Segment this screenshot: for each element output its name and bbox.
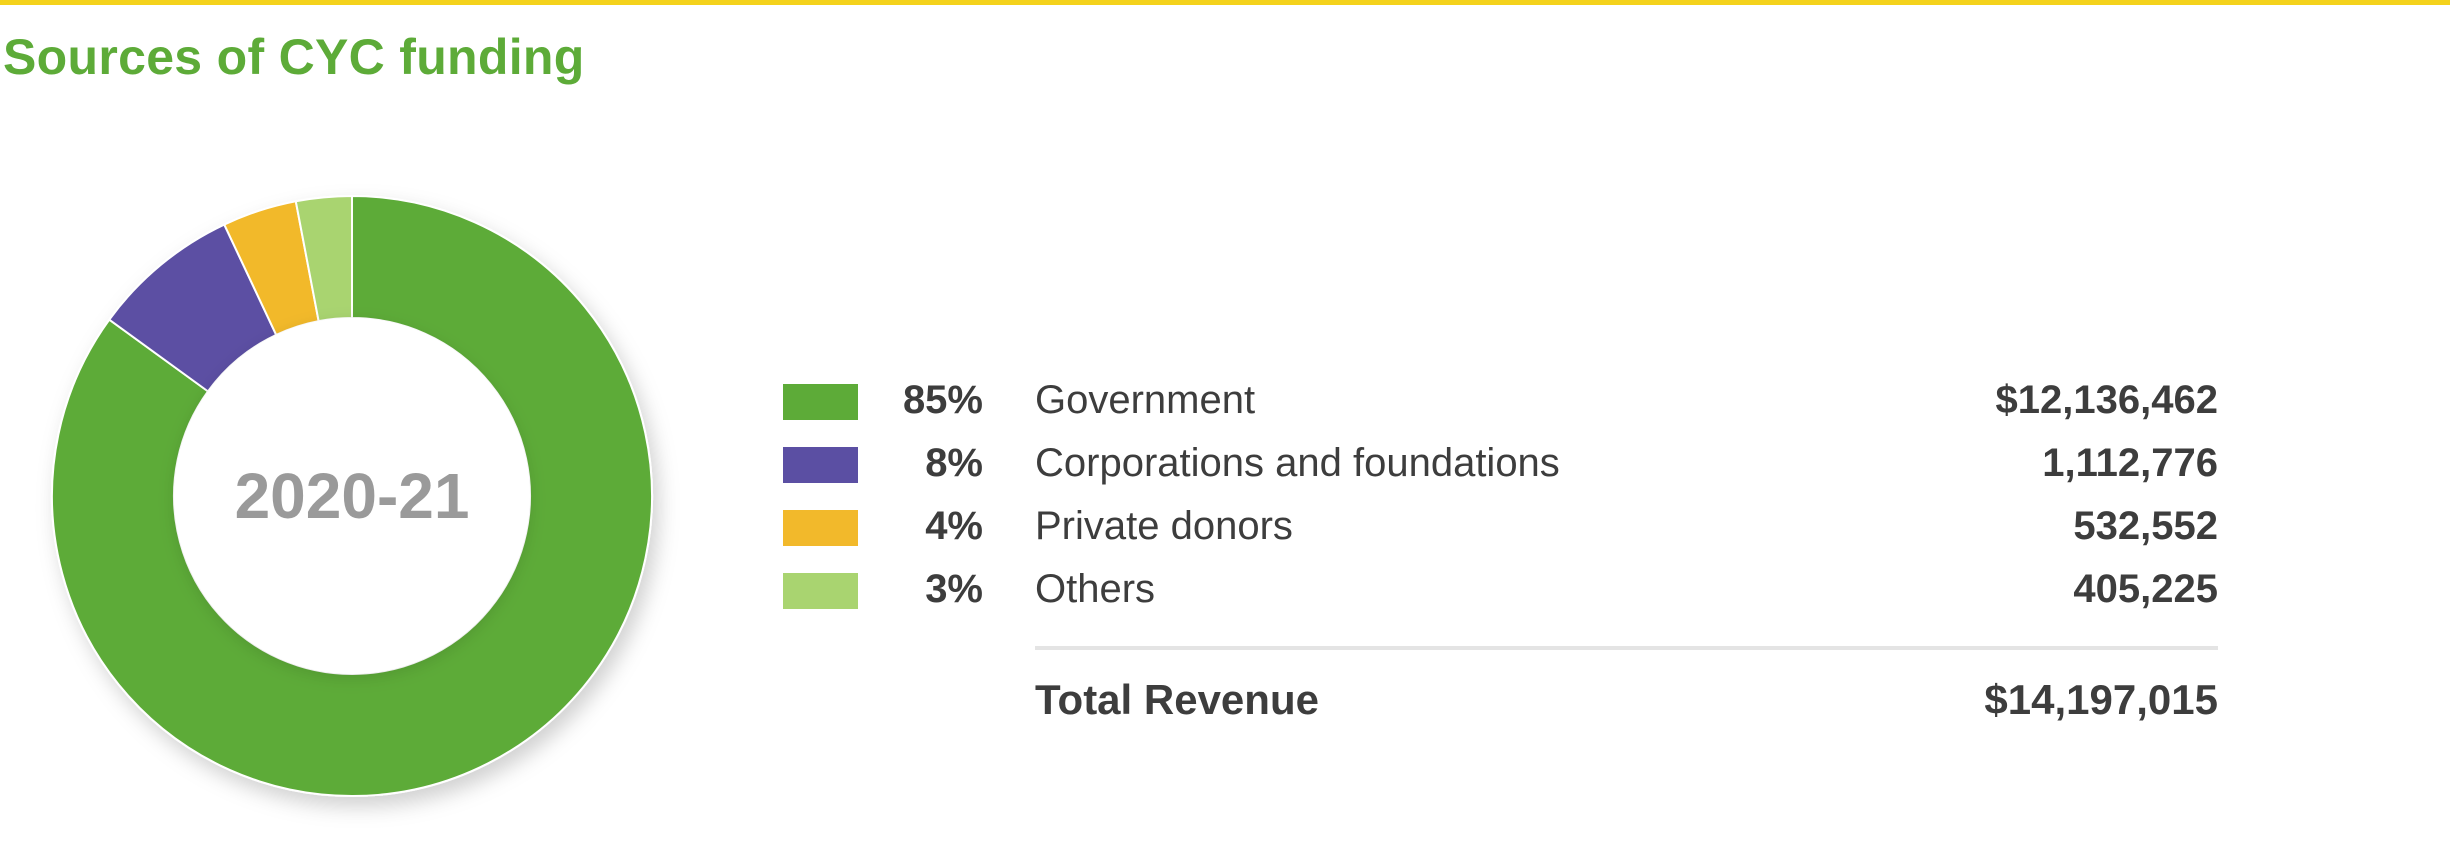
legend-swatch: [783, 447, 858, 483]
donut-chart: 2020-21: [51, 194, 653, 797]
legend-label: Private donors: [1035, 504, 1293, 548]
legend-amount: 1,112,776: [2042, 441, 2218, 485]
donut-center-label: 2020-21: [235, 460, 470, 532]
chart-heading: Sources of CYC funding: [3, 29, 585, 85]
total-revenue-label: Total Revenue: [1035, 676, 1319, 723]
legend-row: 4% Private donors 532,552: [783, 504, 2218, 570]
legend-percentage: 8%: [925, 441, 983, 485]
total-divider: [1035, 646, 2218, 650]
legend-swatch: [783, 573, 858, 609]
total-revenue-value: $14,197,015: [1984, 676, 2218, 723]
top-accent-rule: [0, 0, 2450, 5]
legend-row: 8% Corporations and foundations 1,112,776: [783, 441, 2218, 507]
legend-percentage: 3%: [925, 567, 983, 611]
legend-swatch: [783, 510, 858, 546]
legend-label: Government: [1035, 378, 1256, 422]
legend-percentage: 85%: [902, 378, 983, 422]
legend-amount: 532,552: [2073, 504, 2218, 548]
legend-amount: 405,225: [2073, 567, 2218, 611]
legend-label: Corporations and foundations: [1035, 441, 1560, 485]
legend-row: 85% Government $12,136,462: [783, 378, 2218, 444]
donut-hole: [174, 318, 530, 674]
legend-row: 3% Others 405,225: [783, 567, 2218, 633]
legend-amount: $12,136,462: [1995, 378, 2218, 422]
legend-percentage: 4%: [925, 504, 983, 548]
legend-swatch: [783, 384, 858, 420]
legend-label: Others: [1035, 567, 1156, 611]
